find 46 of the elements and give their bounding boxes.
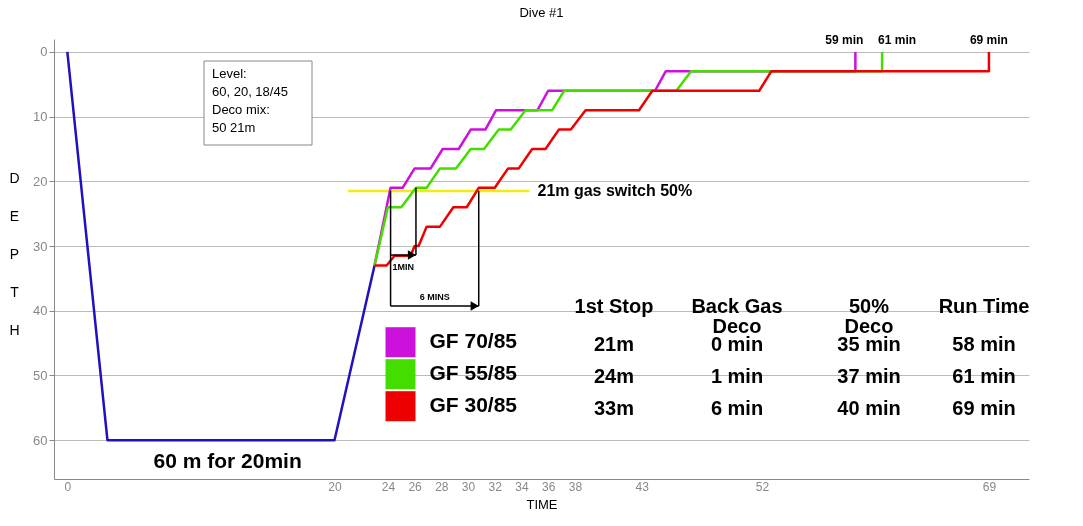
legend-label: GF 70/85 xyxy=(429,329,518,353)
x-tick-label: 30 xyxy=(461,479,476,494)
y-tick-label: 30 xyxy=(33,238,48,254)
x-tick-label: 43 xyxy=(635,479,650,494)
text: DEPTH xyxy=(9,169,20,338)
annotation: 24m xyxy=(593,365,635,387)
y-tick-label: 40 xyxy=(33,303,48,319)
legend-label: GF 55/85 xyxy=(429,361,518,385)
x-tick-label: 52 xyxy=(755,479,770,494)
y-tick-label: 20 xyxy=(33,173,48,189)
y-tick-label: 0 xyxy=(40,44,48,60)
annotation: 6 MINS xyxy=(419,292,450,303)
annotation: 61 min xyxy=(952,365,1016,387)
y-tick-label: 10 xyxy=(33,109,48,125)
annotation: 37 min xyxy=(837,365,901,387)
annotation: 58 min xyxy=(952,333,1016,355)
x-tick-label: 38 xyxy=(568,479,583,494)
annotation: Level: 60, 20, 18/45 Deco mix: 50 21m xyxy=(212,66,288,135)
x-axis-title: TIME xyxy=(526,496,558,512)
annotation: 6 min xyxy=(710,397,764,419)
x-tick-label: 24 xyxy=(381,479,396,494)
annotation: 1MIN xyxy=(392,262,415,273)
annotation: 61 min xyxy=(878,32,917,47)
chart-title: Dive #1 xyxy=(519,4,564,20)
x-tick-label: 0 xyxy=(64,479,72,494)
x-tick-label: 69 xyxy=(982,479,997,494)
annotation: 69 min xyxy=(969,32,1008,47)
x-tick-label: 36 xyxy=(542,479,556,494)
annotation: 21m xyxy=(593,333,635,355)
x-tick-label: 32 xyxy=(488,479,503,494)
annotation: 21m gas switch 50% xyxy=(537,182,693,200)
annotation: 1st Stop xyxy=(574,295,654,317)
x-tick-label: 26 xyxy=(408,479,423,494)
annotation: 1 min xyxy=(710,365,764,387)
x-tick-label: 20 xyxy=(328,479,342,494)
annotation: Run Time xyxy=(938,295,1030,317)
annotation: 59 min xyxy=(825,32,864,47)
annotation: 33m xyxy=(593,397,635,419)
annotation: 69 min xyxy=(952,397,1016,419)
y-tick-label: 60 xyxy=(33,432,48,448)
x-tick-label: 28 xyxy=(435,479,449,494)
y-tick-label: 50 xyxy=(33,367,48,383)
x-tick-label: 34 xyxy=(515,479,529,494)
annotation: 40 min xyxy=(837,397,901,419)
annotation: 60 m for 20min xyxy=(153,449,302,473)
legend-label: GF 30/85 xyxy=(429,393,518,417)
